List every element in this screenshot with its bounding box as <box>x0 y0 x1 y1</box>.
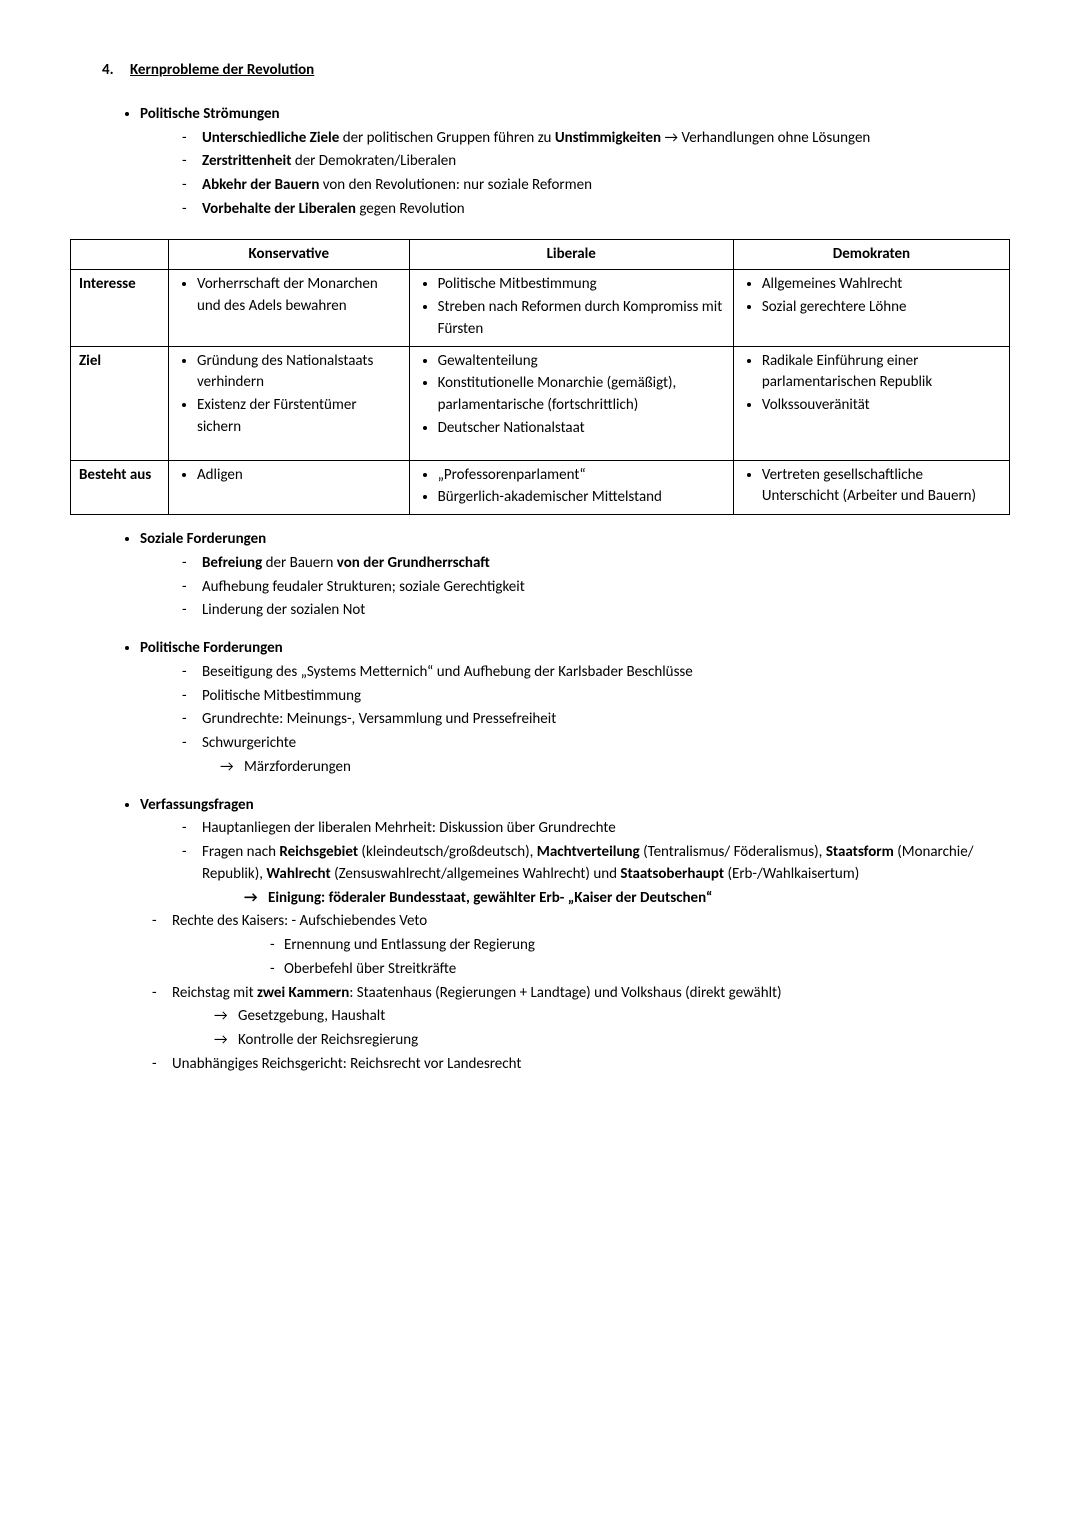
cell: Politische MitbestimmungStreben nach Ref… <box>409 270 733 346</box>
th-empty <box>71 239 169 270</box>
s4-i5: Unabhängiges Reichsgericht: Reichsrecht … <box>148 1054 1010 1076</box>
s3-i4: Schwurgerichte <box>178 733 1010 755</box>
row-interesse: Interesse <box>71 270 169 346</box>
s1-items: Unterschiedliche Ziele der politischen G… <box>140 128 1010 221</box>
s2-i3: Linderung der sozialen Not <box>178 600 1010 622</box>
row-besteht: Besteht aus <box>71 460 169 515</box>
s4-arrow-1: Einigung: föderaler Bundesstaat, gewählt… <box>202 888 1010 910</box>
s1-i1: Unterschiedliche Ziele der politischen G… <box>178 128 1010 150</box>
s4-i4: Reichstag mit zwei Kammern: Staatenhaus … <box>148 983 1010 1005</box>
s2-title: Soziale Forderungen <box>140 529 1010 551</box>
cell: „Professorenparlament“Bürgerlich-akademi… <box>409 460 733 515</box>
heading-text: Kernprobleme der Revolution <box>130 60 314 82</box>
s4-i1: Hauptanliegen der liberalen Mehrheit: Di… <box>178 818 1010 840</box>
s4-kaiser-rights: Ernennung und Entlassung der Regierung O… <box>110 935 1010 981</box>
s1-title: Politische Strömungen <box>140 104 1010 126</box>
s4-i3a: Ernennung und Entlassung der Regierung <box>270 935 1010 957</box>
s4-title: Verfassungsfragen <box>140 795 1010 817</box>
th-demokraten: Demokraten <box>733 239 1009 270</box>
s2-items: Befreiung der Bauern von der Grundherrsc… <box>140 553 1010 622</box>
s4-i4ar2: Kontrolle der Reichsregierung <box>210 1030 1010 1052</box>
s3-title: Politische Forderungen <box>140 638 1010 660</box>
s3-arrow: Märzforderungen <box>178 757 1010 779</box>
s3-i4a: Märzforderungen <box>216 757 1010 779</box>
cell: Adligen <box>169 460 410 515</box>
th-liberale: Liberale <box>409 239 733 270</box>
s3-items: Beseitigung des „Systems Metternich“ und… <box>140 662 1010 755</box>
s3-i1: Beseitigung des „Systems Metternich“ und… <box>178 662 1010 684</box>
cell: Gründung des Nationalstaats verhindernEx… <box>169 346 410 460</box>
s3-i2: Politische Mitbestimmung <box>178 686 1010 708</box>
s3-i3: Grundrechte: Meinungs-, Versammlung und … <box>178 709 1010 731</box>
s2-i2: Aufhebung feudaler Strukturen; soziale G… <box>178 577 1010 599</box>
table-row: Interesse Vorherrschaft der Monarchen un… <box>71 270 1010 346</box>
table-row: Besteht aus Adligen „Professorenparlamen… <box>71 460 1010 515</box>
cell: Vertreten gesellschaftliche Unterschicht… <box>733 460 1009 515</box>
cell: GewaltenteilungKonstitutionelle Monarchi… <box>409 346 733 460</box>
s4-i2: Fragen nach Reichsgebiet (kleindeutsch/g… <box>178 842 1010 886</box>
list-section-3: Politische Forderungen <box>70 638 1010 660</box>
heading-number: 4. <box>102 60 130 82</box>
cell: Radikale Einführung einer parlamentarisc… <box>733 346 1009 460</box>
th-konservative: Konservative <box>169 239 410 270</box>
section-heading: 4. Kernprobleme der Revolution <box>70 60 1010 82</box>
comparison-table: Konservative Liberale Demokraten Interes… <box>70 239 1010 516</box>
s4-arrow-2: Gesetzgebung, Haushalt Kontrolle der Rei… <box>172 1006 1010 1052</box>
s4-i3b: Oberbefehl über Streitkräfte <box>270 959 1010 981</box>
s1-i2: Zerstrittenheit der Demokraten/Liberalen <box>178 151 1010 173</box>
s4-items-b: Rechte des Kaisers: - Aufschiebendes Vet… <box>110 911 1010 933</box>
s4-i2arrow: Einigung: föderaler Bundesstaat, gewählt… <box>240 888 1010 910</box>
s1-i3: Abkehr der Bauern von den Revolutionen: … <box>178 175 1010 197</box>
row-ziel: Ziel <box>71 346 169 460</box>
list-section-2: Soziale Forderungen <box>70 529 1010 551</box>
s4-items-d: Unabhängiges Reichsgericht: Reichsrecht … <box>110 1054 1010 1076</box>
s1-i4: Vorbehalte der Liberalen gegen Revolutio… <box>178 199 1010 221</box>
list-section-4: Verfassungsfragen <box>70 795 1010 817</box>
list-section-1: Politische Strömungen <box>70 104 1010 126</box>
s4-items-a: Hauptanliegen der liberalen Mehrheit: Di… <box>140 818 1010 885</box>
s2-i1: Befreiung der Bauern von der Grundherrsc… <box>178 553 1010 575</box>
s4-items-c: Reichstag mit zwei Kammern: Staatenhaus … <box>110 983 1010 1005</box>
cell: Allgemeines WahlrechtSozial gerechtere L… <box>733 270 1009 346</box>
s4-i3: Rechte des Kaisers: - Aufschiebendes Vet… <box>148 911 1010 933</box>
table-row: Ziel Gründung des Nationalstaats verhind… <box>71 346 1010 460</box>
s4-i4ar1: Gesetzgebung, Haushalt <box>210 1006 1010 1028</box>
cell: Vorherrschaft der Monarchen und des Adel… <box>169 270 410 346</box>
